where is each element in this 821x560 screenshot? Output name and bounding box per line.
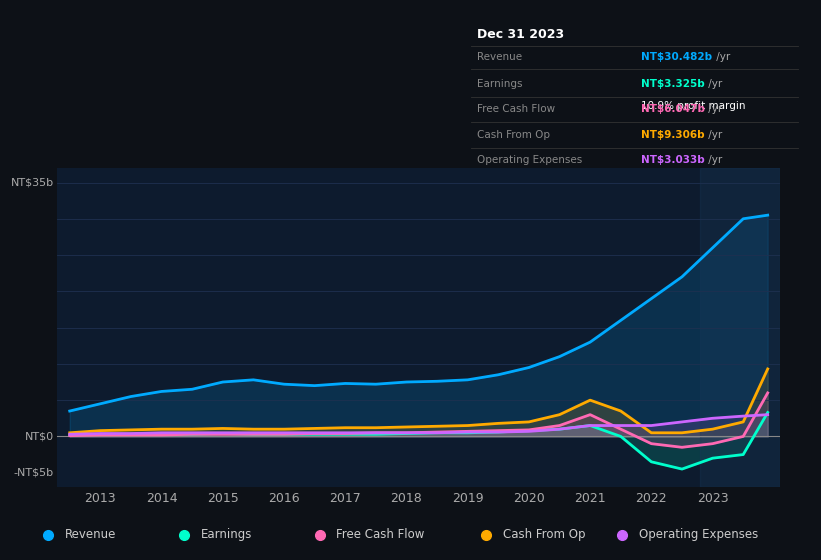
Text: /yr: /yr [713, 52, 730, 62]
Text: NT$30.482b: NT$30.482b [641, 52, 712, 62]
Text: Revenue: Revenue [65, 528, 116, 542]
Text: NT$6.047b: NT$6.047b [641, 104, 705, 114]
Text: -NT$5b: -NT$5b [14, 468, 54, 478]
Text: Earnings: Earnings [478, 79, 523, 89]
Text: NT$0: NT$0 [25, 431, 54, 441]
Text: /yr: /yr [705, 79, 722, 89]
Text: Cash From Op: Cash From Op [478, 130, 551, 140]
Text: Free Cash Flow: Free Cash Flow [478, 104, 556, 114]
Text: Operating Expenses: Operating Expenses [478, 156, 583, 165]
Text: Dec 31 2023: Dec 31 2023 [478, 28, 565, 41]
Text: NT$9.306b: NT$9.306b [641, 130, 704, 140]
Text: /yr: /yr [705, 156, 722, 165]
Text: NT$3.033b: NT$3.033b [641, 156, 704, 165]
Text: Operating Expenses: Operating Expenses [639, 528, 758, 542]
Text: NT$35b: NT$35b [11, 178, 54, 188]
Bar [700, 168, 780, 487]
Text: Cash From Op: Cash From Op [502, 528, 585, 542]
Text: /yr: /yr [705, 104, 722, 114]
Text: /yr: /yr [705, 130, 722, 140]
Text: 10.9% profit margin: 10.9% profit margin [641, 101, 745, 111]
Text: NT$3.325b: NT$3.325b [641, 79, 704, 89]
Text: Revenue: Revenue [478, 52, 523, 62]
Text: Earnings: Earnings [200, 528, 252, 542]
Text: Free Cash Flow: Free Cash Flow [337, 528, 424, 542]
